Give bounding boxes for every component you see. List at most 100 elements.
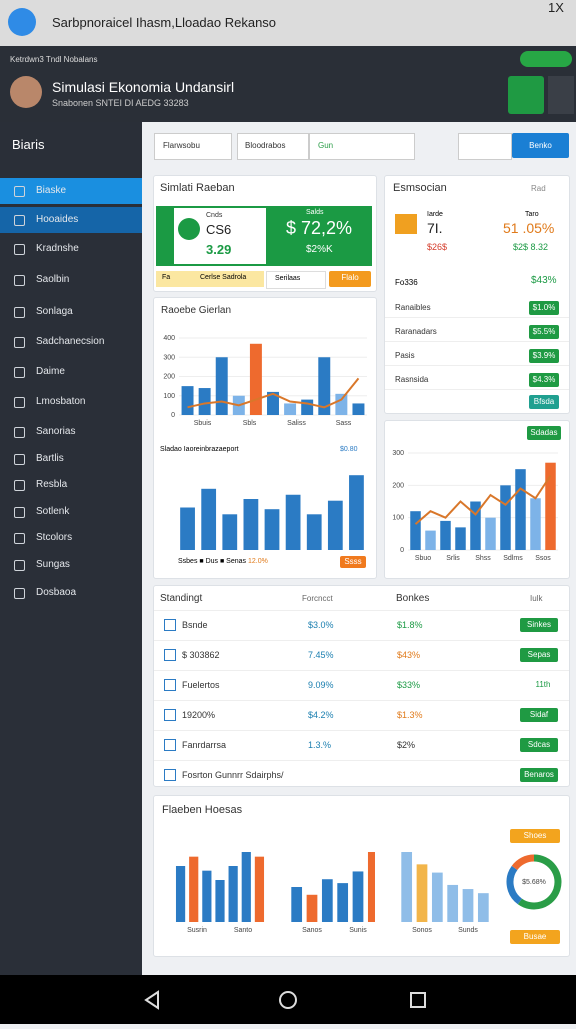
menu-item[interactable]: Sungas	[0, 552, 142, 578]
menu-icon	[14, 480, 25, 491]
kpi-value: 3.29	[206, 242, 232, 257]
row-value[interactable]: $4.3%	[529, 373, 559, 387]
bar	[500, 485, 511, 550]
menu-item[interactable]: Dosbaoa	[0, 580, 142, 606]
menu-item[interactable]: Sadchanecsion	[0, 329, 142, 355]
table-title: Bonkes	[396, 593, 430, 604]
bar	[425, 530, 436, 550]
menu-item[interactable]: Lmosbaton	[0, 389, 142, 415]
recent-button[interactable]	[410, 992, 426, 1008]
row-icon	[164, 619, 176, 631]
button[interactable]: Sdadas	[527, 426, 561, 440]
kpi-label: Cnds	[206, 212, 223, 219]
row-value[interactable]: $3.9%	[529, 349, 559, 363]
bar	[306, 894, 318, 922]
kpi-block: Cnds CS6 3.29 Salds $ 72,2% $2%K	[156, 206, 372, 266]
donut-segment	[506, 865, 523, 905]
menu-icon	[14, 186, 25, 197]
select-label: Bloodrabos	[245, 141, 286, 150]
select[interactable]: Bloodrabos	[237, 133, 309, 160]
search[interactable]: Gun	[309, 133, 415, 160]
menu-item[interactable]: Daime	[0, 359, 142, 385]
menu-item[interactable]: Sonlaga	[0, 299, 142, 325]
bar	[306, 514, 322, 550]
menu-label: Lmosbaton	[36, 396, 86, 407]
x-tick-label: Sdlms	[503, 555, 523, 562]
bar-chart: 0 100 200 300 Sbuo Srlis Shss Sdlms Ssos	[392, 450, 558, 562]
row-button[interactable]: Sdcas	[520, 738, 558, 752]
bar	[222, 514, 238, 550]
button[interactable]: Benko	[512, 133, 569, 158]
back-button[interactable]	[144, 990, 159, 1010]
menu-item[interactable]: Kradnshe	[0, 236, 142, 262]
row-label: Ranaibles	[395, 303, 431, 312]
menu-icon	[14, 337, 25, 348]
menu-item[interactable]: Hooaides	[0, 207, 142, 233]
x-tick-label: Sass	[336, 420, 352, 427]
menu-label: Biaske	[36, 185, 67, 196]
filter[interactable]: Forcncct	[302, 594, 333, 603]
select[interactable]	[458, 133, 512, 160]
select[interactable]: Flarwsobu	[154, 133, 232, 160]
menu-item[interactable]: Resbla	[0, 472, 142, 498]
bar	[545, 462, 556, 550]
label: Taro	[525, 211, 539, 218]
bar-chart	[180, 475, 364, 550]
menu-icon	[14, 215, 25, 226]
menu-item[interactable]: Saolbin	[0, 267, 142, 293]
user-tile[interactable]	[508, 76, 544, 114]
home-button[interactable]	[279, 991, 297, 1009]
bar	[440, 520, 451, 550]
menu-item[interactable]: Bartlis	[0, 446, 142, 472]
status-bar: Sarbpnoraicel Ihasm,Lloadao Rekanso 1X	[0, 0, 576, 46]
user-tile[interactable]	[548, 76, 574, 114]
menu-item[interactable]: Sotlenk	[0, 499, 142, 525]
menu-icon	[14, 275, 25, 286]
cell: $33%	[397, 680, 421, 690]
value: 51 .05%	[503, 220, 555, 236]
row-value[interactable]: $1.0%	[529, 301, 559, 315]
x-tick-label: Sbls	[243, 420, 257, 427]
x-tick-label: Sanos	[302, 927, 322, 934]
row-label: Raranadars	[395, 327, 437, 336]
menu-item[interactable]: Stcolors	[0, 525, 142, 551]
y-tick-label: 300	[163, 354, 175, 361]
y-tick-label: 0	[171, 412, 175, 419]
row-button[interactable]: Sepas	[520, 648, 558, 662]
filter[interactable]: Iulk	[530, 594, 543, 603]
table-title: Standingt	[160, 593, 203, 604]
select-label: Flarwsobu	[163, 141, 200, 150]
row-button[interactable]: Sidaf	[520, 708, 558, 722]
chip[interactable]: Ssss	[340, 556, 366, 568]
row-button[interactable]: Benaros	[520, 768, 558, 782]
link[interactable]: Rad	[531, 184, 546, 193]
bar	[321, 879, 333, 922]
value: $2$ 8.32	[513, 242, 549, 252]
donut-chart: $5.68%	[506, 854, 562, 910]
row-button[interactable]: Sinkes	[520, 618, 558, 632]
chip[interactable]: Fa Cerlse Sadrola	[156, 271, 264, 287]
bar	[352, 403, 365, 415]
y-tick-label: 200	[392, 482, 404, 489]
button[interactable]: Bfsda	[529, 395, 559, 409]
donut-label: $5.68%	[522, 879, 546, 886]
menu-item[interactable]: Sanorias	[0, 419, 142, 445]
bar	[367, 852, 375, 922]
top-button[interactable]	[520, 51, 572, 67]
app-icon[interactable]	[8, 8, 36, 36]
bar	[201, 488, 217, 550]
menu-label: Bartlis	[36, 453, 64, 464]
row-value[interactable]: $5.5%	[529, 325, 559, 339]
row-button[interactable]: 11th	[535, 680, 551, 689]
bar	[530, 498, 541, 550]
row-icon	[164, 679, 176, 691]
bar	[470, 501, 481, 550]
top-caption: Ketrdwn3 Tndl Nobalans	[10, 55, 98, 64]
button[interactable]: Busae	[510, 930, 560, 944]
chip[interactable]: Serilaas	[266, 271, 326, 289]
bar	[337, 883, 349, 922]
menu-item[interactable]: Biaske	[0, 178, 142, 204]
button[interactable]: Shoes	[510, 829, 560, 843]
row-label: Pasis	[395, 351, 415, 360]
button[interactable]: Flalo	[329, 271, 371, 287]
